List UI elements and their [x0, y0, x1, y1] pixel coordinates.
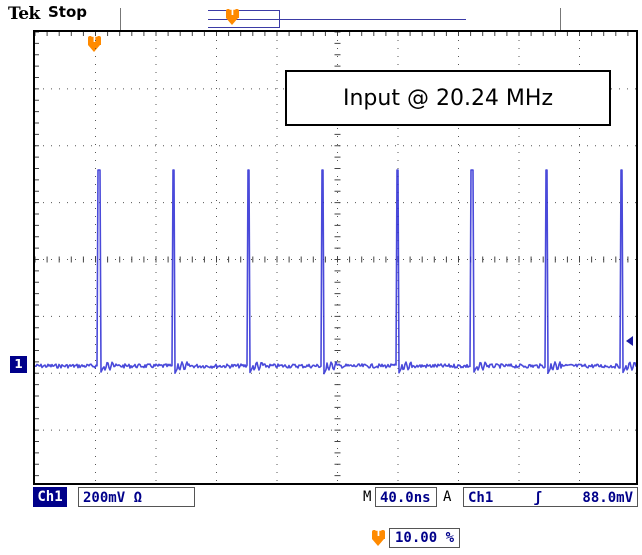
time-per-div[interactable]: 40.0ns	[375, 487, 437, 507]
trigger-position-icon: T	[372, 529, 385, 546]
trigger-settings[interactable]: Ch1 ʃ 88.0mV	[463, 487, 638, 507]
waveform-screen	[33, 30, 638, 485]
record-window-bracket	[208, 10, 280, 28]
trigger-level-arrow-icon	[626, 336, 633, 346]
channel-label[interactable]: Ch1	[33, 487, 67, 507]
trigger-position-icon: T	[226, 8, 239, 25]
trigger-slope-icon: ʃ	[533, 490, 543, 506]
top-bar: Tek Stop T	[0, 0, 642, 30]
frequency-annotation: Input @ 20.24 MHz	[285, 70, 611, 126]
volts-per-div[interactable]: 200mV Ω	[78, 487, 195, 507]
acquisition-state: Stop	[48, 3, 88, 21]
channel-1-ground-marker: 1	[10, 356, 27, 373]
brand-logo: Tek	[8, 4, 40, 24]
divider	[120, 8, 121, 30]
timebase-label: M	[363, 489, 372, 505]
waveform-plot	[35, 32, 636, 483]
trigger-mode: A	[443, 489, 452, 505]
trigger-source: Ch1	[468, 490, 494, 506]
trigger-level: 88.0mV	[582, 490, 633, 506]
trigger-position-readout: T 10.00 %	[372, 528, 461, 548]
trigger-position-icon: T	[88, 35, 101, 52]
waveform-trace	[35, 169, 636, 375]
divider	[560, 8, 561, 30]
trigger-position-value[interactable]: 10.00 %	[389, 528, 461, 548]
status-bar: Ch1 200mV Ω M 40.0ns A Ch1 ʃ 88.0mV	[33, 487, 638, 509]
record-length-bar	[208, 19, 466, 20]
